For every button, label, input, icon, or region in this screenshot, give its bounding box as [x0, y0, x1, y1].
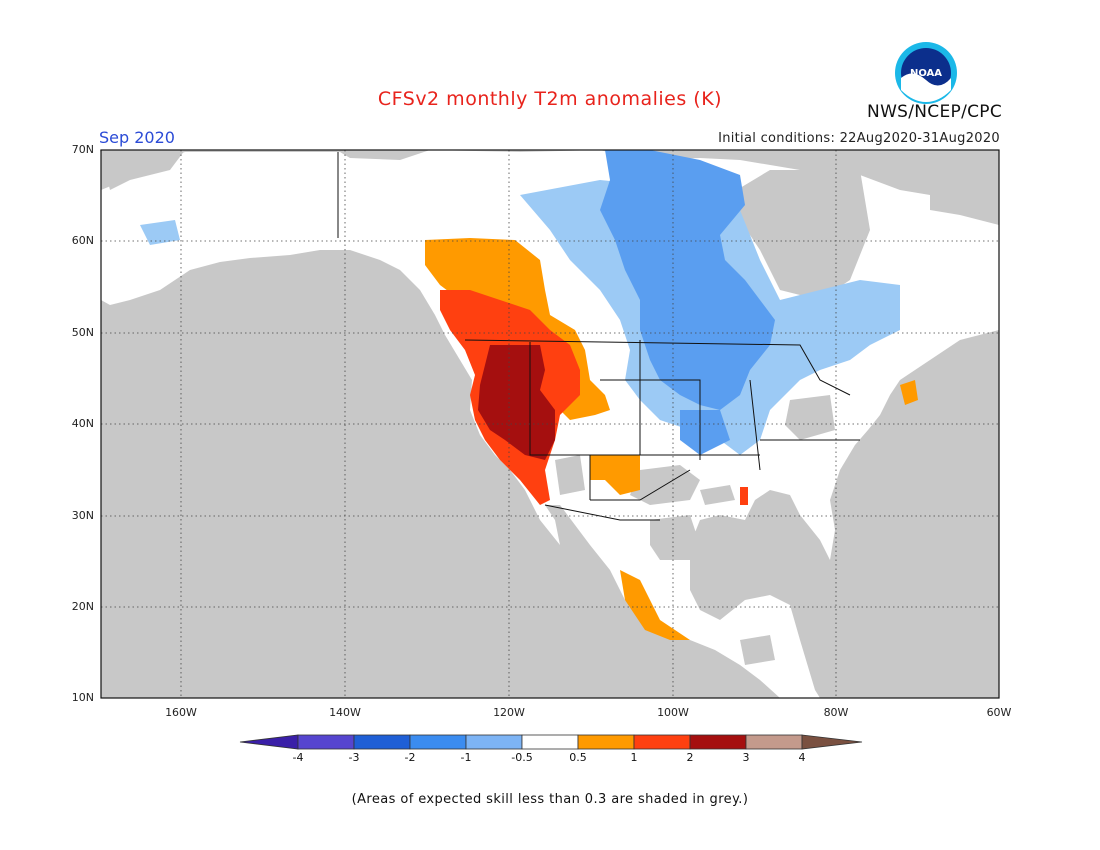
lat-label-70n: 70N	[71, 143, 94, 156]
color-bar-label: -1	[460, 751, 472, 764]
lon-label-120w: 120W	[493, 706, 525, 719]
lat-label-30n: 30N	[71, 509, 94, 522]
color-bar-segment	[353, 734, 411, 750]
color-bar-segment	[689, 734, 747, 750]
lon-label-60w: 60W	[986, 706, 1012, 719]
dark-red-anomaly-region	[478, 345, 555, 460]
lat-label-60n: 60N	[71, 234, 94, 247]
grid-lines	[101, 150, 999, 698]
initial-conditions: Initial conditions: 22Aug2020-31Aug2020	[718, 131, 1000, 146]
color-bar-segment	[521, 734, 579, 750]
color-bar-label: 4	[798, 751, 806, 764]
color-bar-label: 0.5	[569, 751, 587, 764]
color-bar-segment	[633, 734, 691, 750]
map-frame	[100, 149, 1000, 699]
color-bar-segment	[409, 734, 467, 750]
color-bar-label: 3	[742, 751, 750, 764]
color-bar-label: -4	[292, 751, 304, 764]
color-bar-label: -2	[404, 751, 416, 764]
skill-footnote: (Areas of expected skill less than 0.3 a…	[351, 792, 749, 807]
color-bar-label: -0.5	[511, 751, 533, 764]
lon-label-100w: 100W	[657, 706, 689, 719]
lon-label-80w: 80W	[823, 706, 849, 719]
color-bar-segment	[577, 734, 635, 750]
lat-label-10n: 10N	[71, 691, 94, 704]
color-bar-segment	[465, 734, 523, 750]
lat-label-20n: 20N	[71, 600, 94, 613]
color-bar-label: -3	[348, 751, 360, 764]
lon-label-140w: 140W	[329, 706, 361, 719]
color-bar-label: 2	[686, 751, 694, 764]
color-bar-cap-low	[239, 734, 299, 750]
org-label: NWS/NCEP/CPC	[867, 102, 1002, 122]
color-bar-segment	[745, 734, 803, 750]
forecast-period: Sep 2020	[99, 128, 175, 147]
noaa-logo-text: NOAA	[910, 68, 942, 79]
boundaries	[337, 152, 860, 521]
lat-label-40n: 40N	[71, 417, 94, 430]
noaa-logo: NOAA	[895, 42, 957, 104]
blue-anomaly-region	[600, 150, 775, 455]
lat-label-50n: 50N	[71, 326, 94, 339]
map-title: CFSv2 monthly T2m anomalies (K)	[377, 88, 723, 110]
color-bar-cap-high	[801, 734, 863, 750]
lon-label-160w: 160W	[165, 706, 197, 719]
color-bar	[239, 734, 863, 750]
color-bar-segment	[297, 734, 355, 750]
color-bar-label: 1	[630, 751, 638, 764]
